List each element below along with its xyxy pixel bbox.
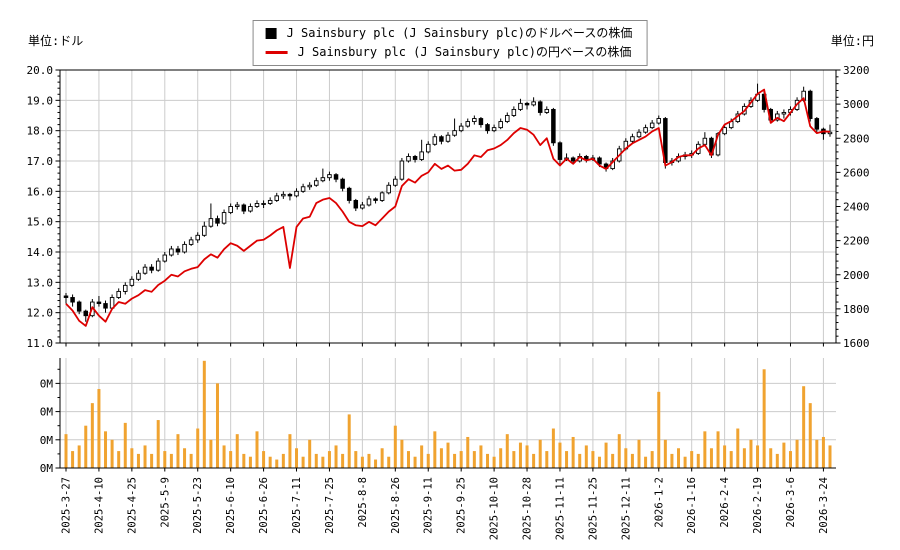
svg-text:15.0: 15.0 xyxy=(27,216,54,229)
date-labels: 2025-3-27 2025-4-10 2025-4-25 2025-5-9 2025-… xyxy=(61,477,830,540)
svg-text:2025-5-9: 2025-5-9 xyxy=(159,477,171,528)
svg-text:2026-1-16: 2026-1-16 xyxy=(686,477,698,534)
svg-text:2026-3-6: 2026-3-6 xyxy=(785,477,797,528)
svg-text:2026-2-19: 2026-2-19 xyxy=(752,477,764,534)
svg-text:2025-4-25: 2025-4-25 xyxy=(126,477,138,534)
svg-text:0M: 0M xyxy=(40,406,54,419)
svg-text:19.0: 19.0 xyxy=(27,94,54,107)
yen-line-series xyxy=(65,88,831,327)
svg-text:11.0: 11.0 xyxy=(27,337,54,350)
svg-text:2025-12-11: 2025-12-11 xyxy=(620,477,632,540)
volume-bars xyxy=(64,360,832,468)
svg-text:2026-1-2: 2026-1-2 xyxy=(653,477,665,528)
legend-label-dollar: J Sainsbury plc (J Sainsbury plc)のドルベースの… xyxy=(286,26,633,40)
candlestick-series xyxy=(63,83,833,322)
svg-text:2026-3-24: 2026-3-24 xyxy=(818,477,830,534)
svg-text:2400: 2400 xyxy=(843,201,870,214)
svg-text:2025-6-26: 2025-6-26 xyxy=(258,477,270,534)
svg-text:2200: 2200 xyxy=(843,235,870,248)
svg-text:16.0: 16.0 xyxy=(27,185,54,198)
axis-ticks xyxy=(55,69,841,472)
right-axis-unit-label: 単位:円 xyxy=(830,34,874,48)
svg-text:18.0: 18.0 xyxy=(27,125,54,138)
svg-text:20.0: 20.0 xyxy=(27,64,54,77)
svg-text:2025-7-25: 2025-7-25 xyxy=(324,477,336,534)
svg-text:2600: 2600 xyxy=(843,166,870,179)
svg-text:2025-7-11: 2025-7-11 xyxy=(291,477,303,534)
axes-spines xyxy=(59,69,837,469)
svg-text:2025-11-25: 2025-11-25 xyxy=(587,477,599,540)
svg-text:0M: 0M xyxy=(40,377,54,390)
svg-text:0M: 0M xyxy=(40,462,54,475)
svg-text:2025-11-11: 2025-11-11 xyxy=(554,477,566,540)
svg-text:2025-8-8: 2025-8-8 xyxy=(357,477,369,528)
svg-text:1600: 1600 xyxy=(843,337,870,350)
legend: J Sainsbury plc (J Sainsbury plc)のドルベースの… xyxy=(252,20,648,66)
svg-text:12.0: 12.0 xyxy=(27,307,54,320)
svg-text:2026-2-4: 2026-2-4 xyxy=(719,477,731,528)
svg-text:2025-10-10: 2025-10-10 xyxy=(489,477,501,540)
svg-text:13.0: 13.0 xyxy=(27,276,54,289)
svg-text:2025-8-26: 2025-8-26 xyxy=(390,477,402,534)
gridlines xyxy=(60,69,836,468)
svg-text:0M: 0M xyxy=(40,434,54,447)
svg-text:2025-9-25: 2025-9-25 xyxy=(456,477,468,534)
svg-text:2025-3-27: 2025-3-27 xyxy=(61,477,73,534)
svg-text:17.0: 17.0 xyxy=(27,155,54,168)
svg-text:2025-5-23: 2025-5-23 xyxy=(192,477,204,534)
line-series-marker-icon xyxy=(265,50,288,54)
svg-text:2025-4-10: 2025-4-10 xyxy=(93,477,105,534)
svg-text:2000: 2000 xyxy=(843,269,870,282)
svg-text:2025-10-28: 2025-10-28 xyxy=(522,477,534,540)
svg-text:2025-9-11: 2025-9-11 xyxy=(423,477,435,534)
svg-text:1800: 1800 xyxy=(843,303,870,316)
legend-item-dollar-candles: J Sainsbury plc (J Sainsbury plc)のドルベースの… xyxy=(265,25,633,41)
candlestick-series-marker-icon xyxy=(265,27,277,39)
svg-text:2025-6-10: 2025-6-10 xyxy=(225,477,237,534)
svg-text:2800: 2800 xyxy=(843,132,870,145)
svg-text:14.0: 14.0 xyxy=(27,246,54,259)
legend-label-yen: J Sainsbury plc (J Sainsbury plc)の円ベースの株… xyxy=(297,45,632,59)
axis-tick-labels: 20.0 19.0 18.0 17.0 16.0 15.0 14.0 13.0 12.0 11.0… xyxy=(27,64,870,475)
svg-text:3000: 3000 xyxy=(843,98,870,111)
left-axis-unit-label: 単位:ドル xyxy=(28,34,84,48)
legend-item-yen-line: J Sainsbury plc (J Sainsbury plc)の円ベースの株… xyxy=(265,44,633,60)
svg-text:3200: 3200 xyxy=(843,64,870,77)
